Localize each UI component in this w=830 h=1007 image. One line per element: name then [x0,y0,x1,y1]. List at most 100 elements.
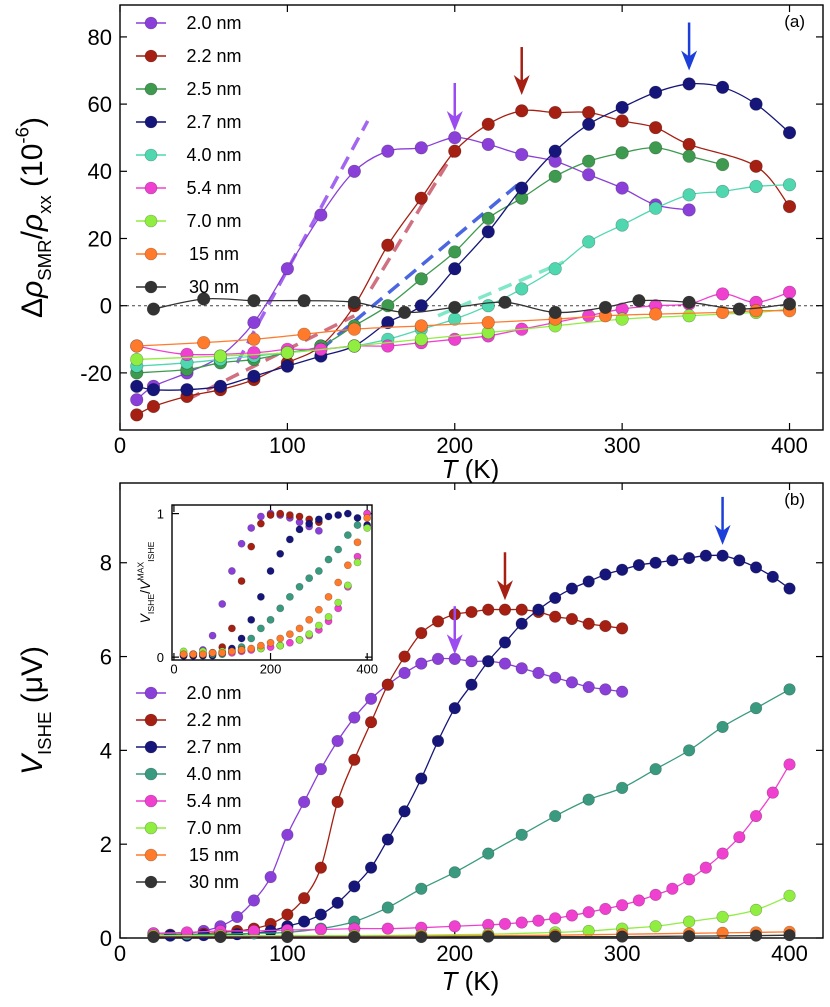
data-point [197,336,211,350]
data-point [649,201,663,215]
data-point [615,312,629,326]
label-part: SMR [34,239,55,280]
legend-marker [144,280,158,294]
data-point [295,525,304,534]
data-point [498,295,512,309]
data-point [247,615,256,624]
data-point [515,104,529,118]
legend-marker [144,214,158,228]
x-tick-label: 0 [170,662,177,677]
data-point [314,923,327,936]
data-point [298,795,311,809]
y-tick-label: 2 [100,832,112,857]
data-point [783,683,796,696]
data-point [347,164,361,178]
y-tick-label: -20 [80,361,112,386]
data-point [276,634,285,643]
data-point [448,652,461,666]
axis-label: T (K) [442,454,500,484]
data-point [515,147,529,162]
data-point [616,899,629,912]
x-tick-label: 400 [771,941,808,966]
data-point [715,80,730,94]
data-point [415,772,428,785]
data-point [414,141,428,155]
data-point [498,603,512,616]
data-point [599,568,612,581]
data-point [281,908,294,921]
legend-marker [144,148,158,162]
data-point [324,592,333,601]
data-point [297,327,311,341]
data-point [295,512,304,521]
data-point [682,203,696,217]
data-point [649,141,663,155]
legend-label: 15 nm [189,244,239,264]
legend-label: 4.0 nm [186,145,241,165]
data-point [582,309,596,323]
data-point [348,711,361,724]
data-point [414,299,428,313]
data-point [179,650,188,659]
data-point [247,634,256,643]
data-point [228,624,236,633]
data-point [532,914,545,927]
data-point [616,685,629,698]
legend-label: 7.0 nm [186,211,241,231]
data-point [228,647,236,656]
label-part: ISHE [146,594,156,614]
data-point [213,379,228,393]
data-point [565,582,579,595]
data-point [295,636,304,644]
data-point [324,512,333,521]
data-point [285,592,294,601]
data-point [582,906,595,919]
data-point [398,650,411,663]
data-point [515,617,528,630]
data-point [347,295,361,309]
data-point [615,114,629,128]
data-point [295,624,304,633]
label-part: V [16,752,49,775]
x-tick-label: 300 [604,941,641,966]
y-tick-label: 0 [100,926,112,951]
data-point [431,615,445,628]
data-point [324,555,333,564]
data-point [549,671,562,684]
data-point [130,393,144,407]
axis-label: VISHE/VMAXISHE [136,541,157,623]
legend-marker [144,82,158,96]
data-point [582,105,596,120]
data-point [305,615,314,624]
data-point [715,184,730,199]
data-point [130,408,144,422]
data-point [130,379,144,393]
data-point [398,805,411,818]
data-point [305,574,314,583]
data-point [615,218,629,232]
y-tick-label: 1 [157,506,164,521]
legend-marker [144,49,158,63]
label-part: (K) [457,454,499,484]
data-point [565,676,579,689]
legend-label: 5.4 nm [186,791,241,811]
data-point [682,930,696,943]
data-point [276,509,285,518]
data-point [599,619,612,633]
data-point [247,644,256,653]
label-part: -6 [12,127,33,144]
data-point [782,126,797,140]
data-point [498,636,512,649]
data-point [247,524,256,532]
data-point [314,621,323,630]
data-point [649,121,663,135]
data-point [783,929,796,942]
data-point [256,624,265,633]
data-point [347,339,361,353]
data-point [363,524,372,532]
data-point [782,199,797,214]
data-point [295,582,304,591]
legend-label: 2.2 nm [186,46,241,66]
data-point [465,678,478,691]
data-point [549,809,562,823]
